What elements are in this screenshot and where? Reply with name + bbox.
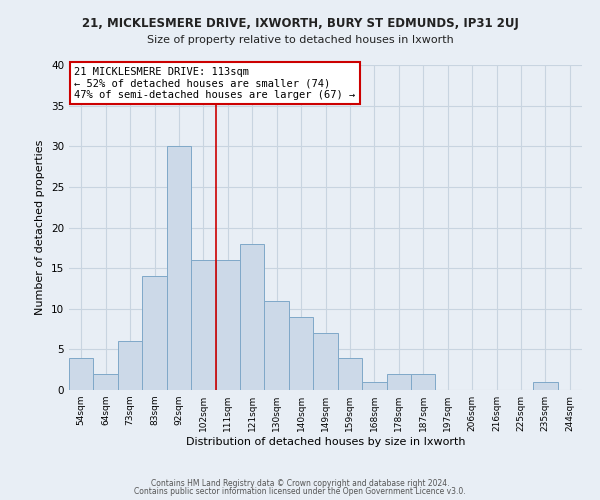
Text: Contains HM Land Registry data © Crown copyright and database right 2024.: Contains HM Land Registry data © Crown c… — [151, 478, 449, 488]
Bar — [289, 317, 313, 390]
Bar — [215, 260, 240, 390]
Y-axis label: Number of detached properties: Number of detached properties — [35, 140, 46, 315]
Bar — [265, 300, 289, 390]
Bar — [386, 374, 411, 390]
Bar — [191, 260, 215, 390]
Text: Contains public sector information licensed under the Open Government Licence v3: Contains public sector information licen… — [134, 487, 466, 496]
Bar — [167, 146, 191, 390]
Text: 21 MICKLESMERE DRIVE: 113sqm
← 52% of detached houses are smaller (74)
47% of se: 21 MICKLESMERE DRIVE: 113sqm ← 52% of de… — [74, 66, 355, 100]
Bar — [94, 374, 118, 390]
Text: Size of property relative to detached houses in Ixworth: Size of property relative to detached ho… — [146, 35, 454, 45]
Bar — [240, 244, 265, 390]
Bar — [313, 333, 338, 390]
Bar — [411, 374, 436, 390]
X-axis label: Distribution of detached houses by size in Ixworth: Distribution of detached houses by size … — [186, 437, 465, 447]
Bar — [69, 358, 94, 390]
Bar — [118, 341, 142, 390]
Bar — [533, 382, 557, 390]
Bar — [338, 358, 362, 390]
Text: 21, MICKLESMERE DRIVE, IXWORTH, BURY ST EDMUNDS, IP31 2UJ: 21, MICKLESMERE DRIVE, IXWORTH, BURY ST … — [82, 18, 518, 30]
Bar — [362, 382, 386, 390]
Bar — [142, 276, 167, 390]
